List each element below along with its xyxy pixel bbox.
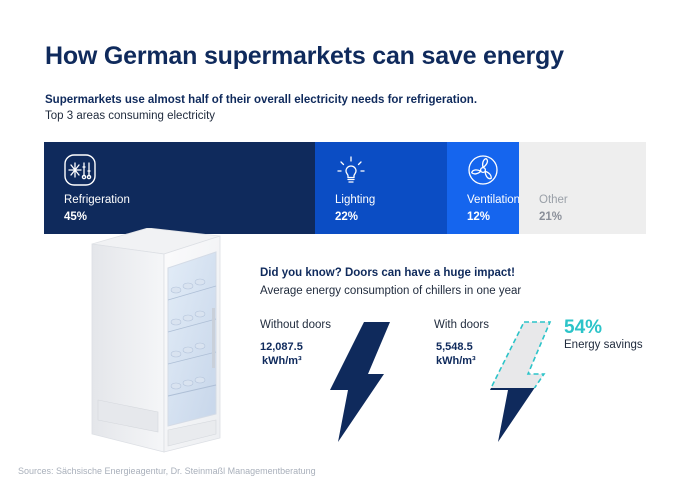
page-title: How German supermarkets can save energy xyxy=(45,42,564,70)
without-doors-value-unit: kWh/m³ xyxy=(262,355,302,367)
with-doors-value-number: 5,548.5 xyxy=(436,341,473,353)
with-doors-label: With doors xyxy=(434,319,489,331)
chart-caption: Top 3 areas consuming electricity xyxy=(45,110,216,122)
bar-label: Other xyxy=(539,194,568,206)
did-you-know-subheading: Average energy consumption of chillers i… xyxy=(260,285,522,297)
chart-subtitle: Supermarkets use almost half of their ov… xyxy=(45,94,478,106)
without-doors-value: 12,087.5 kWh/m³ xyxy=(260,340,303,368)
without-doors-label: Without doors xyxy=(260,319,331,331)
bar-value-label: 22% xyxy=(335,211,359,223)
bar-value-label: 21% xyxy=(539,211,563,223)
lightbulb-icon xyxy=(335,154,367,186)
bar-segment-other: Other 21% xyxy=(519,142,646,234)
fan-icon xyxy=(467,154,499,186)
lightning-bolt-savings-icon xyxy=(490,321,552,442)
savings-percentage: 54% xyxy=(564,317,603,338)
bar-label: Refrigeration xyxy=(64,194,130,206)
bar-segment-ventilation: Ventilation 12% xyxy=(447,142,519,234)
with-doors-value: 5,548.5 kWh/m³ xyxy=(436,340,476,368)
bar-label: Ventilation xyxy=(467,194,519,206)
lightning-bolt-icon xyxy=(330,322,390,442)
source-note: Sources: Sächsische Energieagentur, Dr. … xyxy=(18,466,316,476)
bar-value-label: 45% xyxy=(64,211,88,223)
without-doors-value-number: 12,087.5 xyxy=(260,341,303,353)
bar-label: Lighting xyxy=(335,194,376,206)
bar-segment-lighting: Lighting 22% xyxy=(315,142,447,234)
stacked-bar-chart: Refrigeration 45% Lighting 22% Ventilation 12… xyxy=(44,142,646,234)
savings-label: Energy savings xyxy=(564,339,643,351)
fridge-illustration xyxy=(91,228,221,453)
did-you-know-heading: Did you know? Doors can have a huge impa… xyxy=(260,267,515,279)
bar-value-label: 12% xyxy=(467,211,491,223)
with-doors-value-unit: kWh/m³ xyxy=(436,355,476,367)
bar-segment-refrigeration: Refrigeration 45% xyxy=(44,142,315,234)
snowflake-thermometer-icon xyxy=(64,154,96,186)
